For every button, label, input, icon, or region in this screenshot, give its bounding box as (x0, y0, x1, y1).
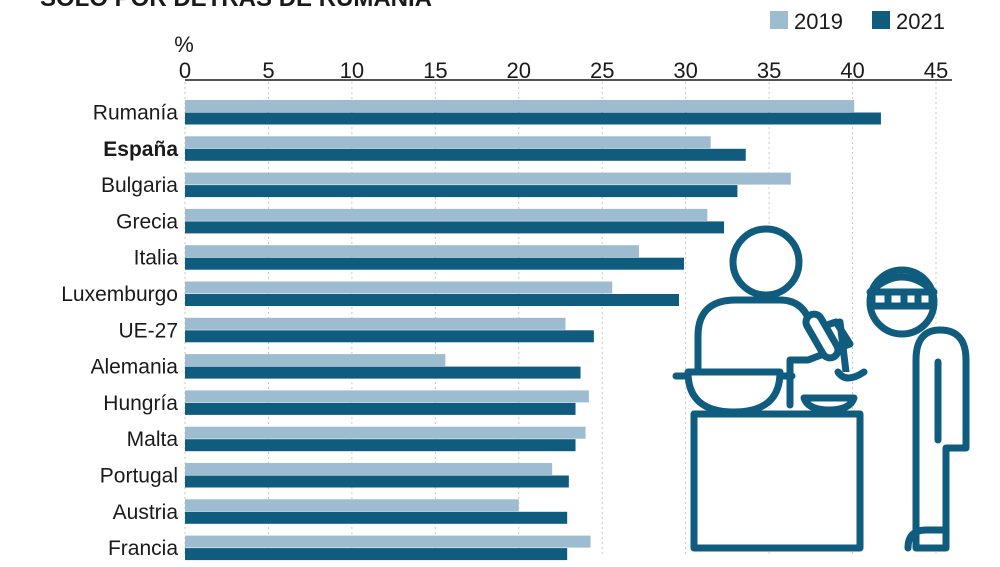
bar-2019 (185, 136, 711, 149)
category-label: Italia (134, 247, 179, 270)
bar-2019 (185, 281, 613, 294)
bar-2019 (185, 100, 855, 112)
bar-2021 (185, 148, 746, 161)
bar-2019 (185, 535, 591, 548)
legend-label: 2019 (794, 9, 843, 34)
x-tick-label: 15 (423, 58, 447, 83)
x-tick-label: 40 (840, 58, 864, 83)
x-tick-label: 25 (590, 58, 614, 83)
x-tick-label: 5 (262, 58, 274, 83)
y-axis: Rumanía España Bulgaria Grecia Italia Luxembu… (61, 102, 178, 561)
legend-swatch-2021 (872, 11, 890, 29)
category-label: Alemania (90, 356, 178, 379)
bar-2021 (185, 548, 568, 561)
bar-2021 (185, 257, 684, 270)
bar-2021 (185, 366, 581, 379)
category-label: UE-27 (118, 319, 178, 342)
category-label: Hungría (103, 392, 178, 415)
category-label: Austria (113, 501, 179, 524)
x-axis: 0 5 10 15 20 25 30 35 40 45 (179, 58, 952, 83)
x-tick-label: 20 (507, 58, 531, 83)
bar-2021 (185, 475, 569, 488)
category-label: Luxemburgo (61, 283, 178, 306)
bar-2021 (185, 294, 679, 306)
legend-label: 2021 (896, 9, 945, 34)
bar-2019 (185, 172, 791, 185)
unit-label: % (174, 32, 194, 57)
bar-2019 (185, 390, 589, 403)
category-label: Malta (127, 428, 179, 451)
bar-2019 (185, 463, 553, 475)
category-label: Rumanía (93, 102, 179, 125)
legend: 2019 2021 (770, 9, 945, 34)
chef-and-child-illustration (672, 225, 970, 552)
bar-2021 (185, 112, 881, 125)
x-tick-label: 30 (673, 58, 697, 83)
bar-2019 (185, 317, 566, 330)
bar-2019 (185, 499, 519, 512)
category-label: España (103, 138, 178, 161)
bar-2021 (185, 330, 594, 343)
bars (185, 100, 881, 561)
chart-title-group: SOLO POR DETRÁS DE RUMANÍA (40, 0, 432, 12)
category-label: Bulgaria (101, 174, 178, 197)
x-tick-label: 10 (340, 58, 364, 83)
bar-2021 (185, 511, 568, 524)
category-label: Grecia (116, 210, 178, 233)
x-tick-label: 35 (757, 58, 781, 83)
bar-2021 (185, 185, 738, 198)
bar-2021 (185, 402, 576, 415)
bar-2021 (185, 439, 576, 452)
chart-title: SOLO POR DETRÁS DE RUMANÍA (40, 0, 432, 12)
bar-2019 (185, 208, 708, 221)
category-label: Francia (108, 537, 178, 560)
category-label: Portugal (100, 465, 178, 488)
bar-2019 (185, 245, 639, 258)
x-tick-label: 0 (179, 58, 191, 83)
legend-swatch-2019 (770, 11, 788, 29)
bar-2021 (185, 221, 725, 234)
bar-2019 (185, 426, 586, 439)
x-tick-label: 45 (924, 58, 948, 83)
bar-2019 (185, 354, 446, 367)
